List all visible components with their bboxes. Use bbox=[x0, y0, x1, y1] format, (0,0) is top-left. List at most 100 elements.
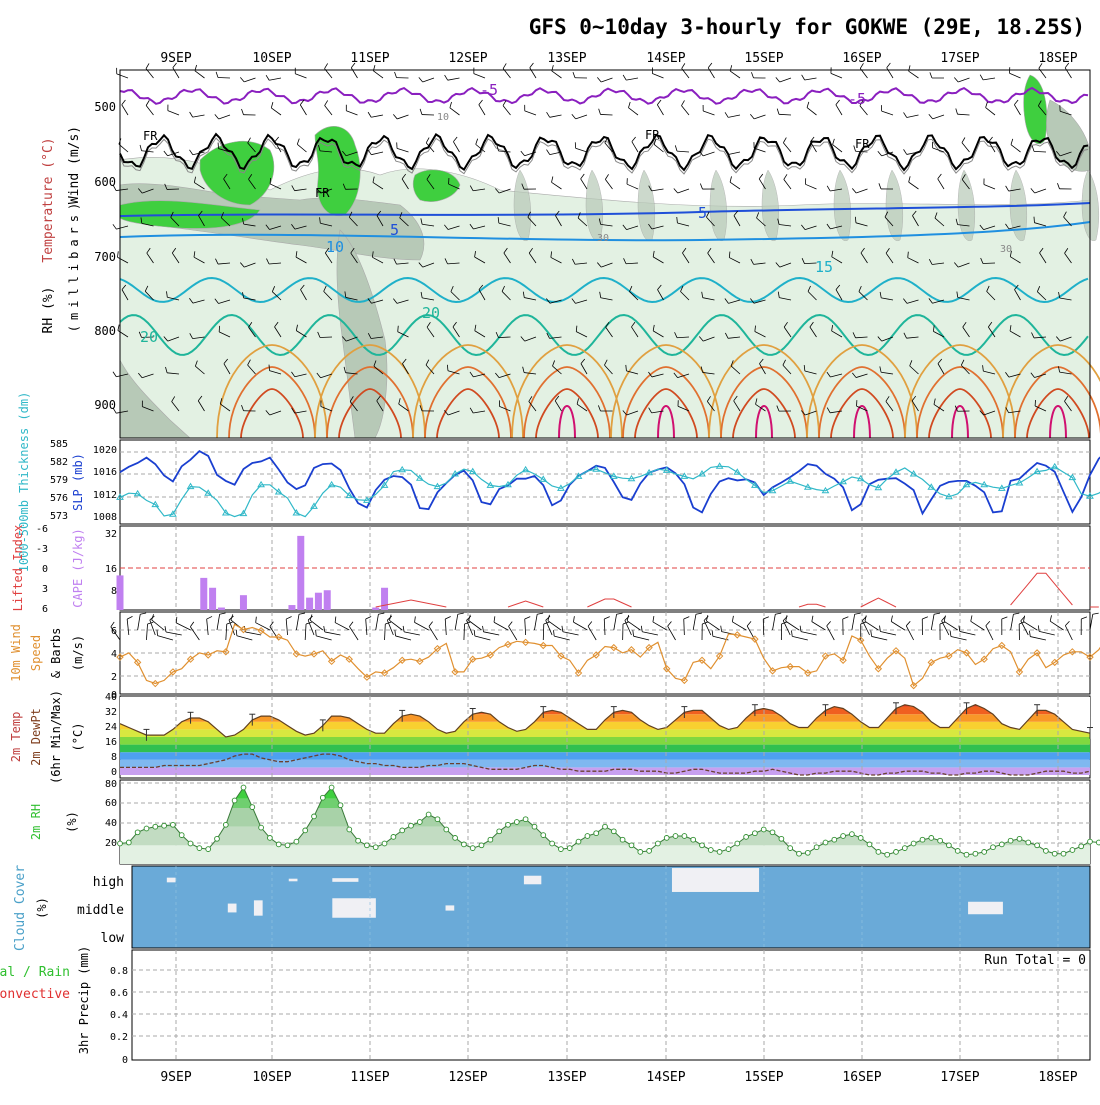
wind-label: 10m Wind bbox=[9, 624, 23, 682]
rh-point bbox=[497, 829, 502, 834]
wind-barb-flag bbox=[117, 251, 118, 257]
temp2m-panel: 40 32 24 16 8 0 2m Temp 2m DewPt (6hr Mi… bbox=[9, 690, 1093, 784]
cloud-block-high bbox=[672, 868, 759, 892]
pressure-right-ticks: 1020 1016 1012 1008 bbox=[93, 445, 117, 523]
li-ticks: -6 -3 0 3 6 bbox=[36, 524, 48, 615]
rh-point bbox=[470, 846, 475, 851]
rh-point bbox=[259, 825, 264, 830]
rh-point bbox=[435, 817, 440, 822]
rh-point bbox=[232, 798, 237, 803]
date-label-bottom: 10SEP bbox=[252, 1070, 291, 1085]
rh-point bbox=[938, 838, 943, 843]
rh-point bbox=[656, 841, 661, 846]
li-tick-m6: -6 bbox=[36, 524, 48, 535]
temp-band bbox=[120, 729, 1090, 737]
rh-point bbox=[973, 851, 978, 856]
temp-tick-16: 16 bbox=[105, 737, 117, 748]
wind-barb-flag bbox=[157, 630, 158, 636]
rh-point bbox=[1044, 849, 1049, 854]
rh-point bbox=[576, 839, 581, 844]
contour-label-rh30: 30 bbox=[597, 233, 609, 244]
cape-bar bbox=[372, 608, 379, 610]
cape-bar bbox=[209, 588, 216, 610]
wind10m-panel: 6 4 2 0 10m Wind Speed & Barbs (m/s) bbox=[9, 612, 1100, 701]
rh-point bbox=[885, 852, 890, 857]
rh-point bbox=[153, 824, 158, 829]
rh-point bbox=[902, 846, 907, 851]
temp-label: 2m Temp bbox=[9, 712, 23, 763]
wind-barb-flag bbox=[530, 63, 534, 68]
rh-point bbox=[1061, 851, 1066, 856]
rh-point bbox=[453, 836, 458, 841]
pressure-left-ticks: 585 582 579 576 573 bbox=[50, 439, 68, 522]
wind-speed-label: Speed bbox=[29, 635, 43, 671]
wind-barb-flag bbox=[1093, 613, 1099, 614]
rh-point bbox=[276, 842, 281, 847]
temp-ticks: 40 32 24 16 8 0 bbox=[105, 692, 117, 778]
cape-bar bbox=[306, 598, 313, 610]
wind-tick-6: 6 bbox=[111, 626, 117, 637]
rh-point bbox=[1017, 836, 1022, 841]
rh-point bbox=[894, 850, 899, 855]
precip-conv-label: Convective bbox=[0, 987, 70, 1002]
precip-panel: Run Total = 0 0.8 0.6 0.4 0.2 0 Total / … bbox=[0, 946, 1090, 1066]
precip-tick-04: 0.4 bbox=[110, 1010, 128, 1021]
rh-point bbox=[126, 840, 131, 845]
li-tick-3: 3 bbox=[42, 584, 48, 595]
wind-barb-flag bbox=[708, 63, 712, 68]
rh-point bbox=[444, 827, 449, 832]
date-label-top: 17SEP bbox=[940, 51, 979, 66]
rh-point bbox=[303, 828, 308, 833]
rh-point bbox=[594, 831, 599, 836]
rh-point bbox=[506, 822, 511, 827]
temp-tick-8: 8 bbox=[111, 752, 117, 763]
rh-point bbox=[603, 824, 608, 829]
minmax-label: (6hr Min/Max) bbox=[49, 690, 63, 784]
y-tick-900: 900 bbox=[94, 398, 116, 412]
rh-point bbox=[744, 835, 749, 840]
wind-barb-flag bbox=[118, 325, 119, 331]
rh-point bbox=[955, 849, 960, 854]
thickness-tick-573: 573 bbox=[50, 511, 68, 522]
rh-point bbox=[179, 833, 184, 838]
rh-point bbox=[585, 834, 590, 839]
cape-label: CAPE (J/kg) bbox=[71, 528, 85, 607]
wind-barb-flag bbox=[447, 365, 448, 371]
cloud-block-high bbox=[167, 878, 176, 883]
rh-point bbox=[691, 837, 696, 842]
rh-point bbox=[532, 824, 537, 829]
li-label: Lifted Index bbox=[11, 525, 25, 612]
y-tick-500: 500 bbox=[94, 100, 116, 114]
rh-tick-80: 80 bbox=[105, 779, 117, 790]
date-label-bottom: 11SEP bbox=[350, 1070, 389, 1085]
rh-point bbox=[788, 846, 793, 851]
rh-point bbox=[162, 823, 167, 828]
wind-barb bbox=[601, 114, 613, 115]
rh-point bbox=[329, 785, 334, 790]
wind-barbs-label: & Barbs bbox=[49, 628, 63, 679]
cloud-block-middle bbox=[332, 898, 376, 918]
rh-point bbox=[382, 841, 387, 846]
rh-point bbox=[876, 850, 881, 855]
upper-rh-label: RH (%) bbox=[41, 287, 56, 334]
cape-bar bbox=[117, 575, 124, 610]
date-label-top: 16SEP bbox=[842, 51, 881, 66]
rh-point bbox=[391, 835, 396, 840]
rh-point bbox=[999, 842, 1004, 847]
rh-point bbox=[171, 822, 176, 827]
date-label-top: 14SEP bbox=[646, 51, 685, 66]
temp-tick-0: 0 bbox=[111, 767, 117, 778]
rh-point bbox=[215, 836, 220, 841]
rh-point bbox=[832, 837, 837, 842]
temp-tick-40: 40 bbox=[105, 692, 117, 703]
rh-point bbox=[629, 843, 634, 848]
chart-title: GFS 0~10day 3-hourly for GOKWE (29E, 18.… bbox=[529, 15, 1085, 39]
rh-point bbox=[312, 814, 317, 819]
rh-point bbox=[479, 843, 484, 848]
wind-barb bbox=[983, 263, 995, 264]
wind-barb-flag bbox=[503, 63, 506, 68]
rh-ticks: 80 60 40 20 bbox=[105, 779, 117, 849]
rh-point bbox=[753, 831, 758, 836]
rh-point bbox=[1052, 851, 1057, 856]
